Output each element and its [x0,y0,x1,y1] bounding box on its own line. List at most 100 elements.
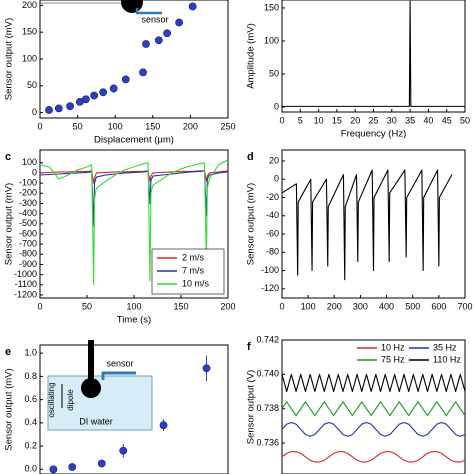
inset-rod [88,340,94,384]
inset-e: sensor oscillating dipole DI water [47,340,153,431]
y-tick-label: 0.8 [24,371,37,381]
y-tick-label: -900 [19,259,37,269]
plot-frame [281,339,466,474]
series-line [39,159,229,286]
point [154,36,163,45]
point [97,459,106,468]
point [81,95,90,104]
y-tick-label: 0.2 [24,440,37,450]
series-line [281,401,466,417]
x-tick-label: 20 [350,115,360,125]
y-tick-label: -60 [266,228,279,238]
x-tick-label: 100 [126,301,141,311]
y-axis-label: Sensor output (mV) [4,18,15,100]
y-tick-label: -700 [19,239,37,249]
point [109,84,118,93]
panel-label: c [5,151,11,163]
legend-label: 7 m/s [182,265,205,275]
x-axis-label: Displacement (μm) [94,135,174,146]
panel-label: e [5,346,11,358]
x-tick-label: 0 [279,301,284,311]
y-tick-label: 50 [27,80,37,90]
y-tick-label: 150 [22,27,37,37]
x-tick-label: 400 [379,301,394,311]
x-tick-label: 100 [108,121,123,131]
y-tick-label: 0 [274,174,279,184]
annotation: sensor [106,358,133,368]
y-tick-label: 0.6 [24,394,37,404]
y-tick-label: -500 [19,218,37,228]
y-tick-label: -1000 [14,269,37,279]
y-tick-label: 1.0 [24,348,37,358]
x-tick-label: 15 [332,115,342,125]
y-tick-label: -1100 [15,279,37,289]
point [175,18,184,27]
y-tick-label: -120 [261,283,279,293]
point [121,75,130,84]
point [163,29,171,38]
y-tick-label: 0 [274,101,279,111]
series-line [281,169,453,281]
y-tick-label: -200 [19,188,37,198]
x-tick-label: 600 [431,301,446,311]
y-axis-label: Sensor output (mV) [4,368,15,450]
y-tick-label: 0.736 [256,437,279,447]
annotation: DI water [79,416,113,426]
panel-label: f [247,341,251,353]
y-tick-label: -1200 [14,289,37,299]
y-tick-label: 0 [32,107,37,117]
y-tick-label: 200 [22,0,37,10]
point [66,102,74,111]
y-axis-label: Amplitude (mV) [246,23,257,88]
point [142,40,150,48]
x-tick-label: 50 [82,301,92,311]
series-line [281,373,466,393]
y-tick-label: 50 [269,68,279,78]
x-tick-label: 200 [220,301,235,311]
inset-a: sensor [40,0,169,24]
point [139,68,147,77]
y-tick-label: -100 [261,265,279,275]
y-tick-label: 150 [264,2,279,12]
y-tick-label: 20 [269,155,279,165]
x-tick-label: 0 [37,301,42,311]
x-tick-label: 40 [423,115,433,125]
y-tick-label: 100 [264,35,279,45]
inset-sensor [101,371,136,380]
y-axis-label: Sensor output (mV) [246,183,257,265]
legend-label: 110 Hz [433,354,461,364]
plot-frame [39,344,229,474]
x-tick-label: 150 [173,301,188,311]
y-tick-label: 0.740 [256,369,279,379]
x-tick-label: 0 [279,115,284,125]
panel-label: d [247,151,254,163]
series-line [281,451,466,463]
x-tick-label: 700 [457,301,472,311]
y-tick-label: -400 [19,208,37,218]
series-line [281,421,466,437]
plot-frame [281,0,466,113]
y-tick-label: -20 [266,192,279,202]
y-axis-label: Sensor output (V) [246,370,257,444]
y-tick-label: -100 [19,178,37,188]
y-tick-label: -600 [19,228,37,238]
y-tick-label: 0.742 [256,334,279,344]
x-tick-label: 5 [298,115,303,125]
annotation: dipole [66,389,75,411]
annotation: oscillating [47,382,56,417]
point [68,463,77,471]
y-tick-label: 0.4 [24,417,37,427]
point [99,88,108,97]
series-line [39,170,229,227]
x-tick-label: 50 [73,121,83,131]
x-axis-label: Frequency (Hz) [341,129,406,140]
inset-dipole [121,0,143,13]
x-tick-label: 300 [353,301,368,311]
y-tick-label: 0.0 [24,464,37,474]
x-tick-label: 0 [37,121,42,131]
legend-label: 10 m/s [182,278,210,288]
x-tick-label: 200 [327,301,342,311]
y-tick-label: -300 [19,198,37,208]
y-tick-label: -800 [19,249,37,259]
